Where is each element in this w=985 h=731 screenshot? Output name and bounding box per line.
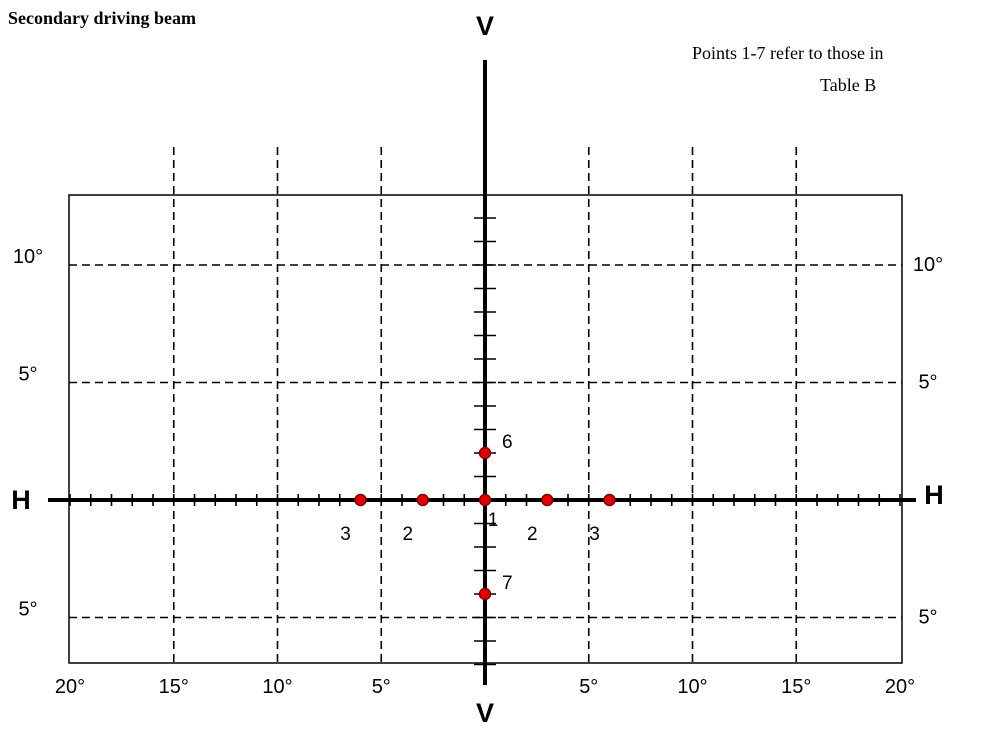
x-scale-label: 10° <box>262 676 292 698</box>
diagram-title: Secondary driving beam <box>8 8 196 28</box>
v-axis-label-top: V <box>476 11 494 41</box>
h-axis-label-left: H <box>11 485 31 515</box>
measurement-point <box>478 493 492 507</box>
y-scale-label-right: 5° <box>918 607 937 629</box>
x-scale-label: 20° <box>55 676 85 698</box>
point-label: 7 <box>502 573 513 594</box>
y-scale-label-right: 5° <box>918 372 937 394</box>
x-scale-label: 15° <box>781 676 811 698</box>
note-line-1: Points 1-7 refer to those in <box>692 43 883 63</box>
y-scale-label-left: 10° <box>13 246 43 268</box>
note-line-2: Table B <box>820 75 876 95</box>
point-label: 3 <box>589 524 600 545</box>
scale-labels: 20° 15° 10° 5° 5° 10° 15° 20° 10° 5° 5° 10° 5° 5° <box>13 246 943 698</box>
point-label: 2 <box>527 524 538 545</box>
x-scale-label: 5° <box>579 676 598 698</box>
measurement-point <box>416 493 429 507</box>
measurement-point <box>541 493 554 507</box>
y-scale-label-left: 5° <box>18 599 37 621</box>
point-label: 1 <box>488 510 499 531</box>
measurement-points: 1 2 2 3 3 6 7 <box>340 432 616 601</box>
x-scale-label: 15° <box>159 676 189 698</box>
measurement-point <box>478 587 492 601</box>
y-scale-label-right: 10° <box>913 254 943 276</box>
point-label: 2 <box>402 524 413 545</box>
measurement-point <box>478 446 492 460</box>
y-scale-label-left: 5° <box>18 364 37 386</box>
x-scale-label: 20° <box>885 676 915 698</box>
v-axis-label-bottom: V <box>476 698 494 728</box>
measurement-point <box>603 493 616 507</box>
point-label: 3 <box>340 524 351 545</box>
x-scale-label: 10° <box>677 676 707 698</box>
measurement-point <box>354 493 367 507</box>
point-label: 6 <box>502 432 513 453</box>
h-axis-label-right: H <box>924 480 944 510</box>
x-scale-label: 5° <box>372 676 391 698</box>
